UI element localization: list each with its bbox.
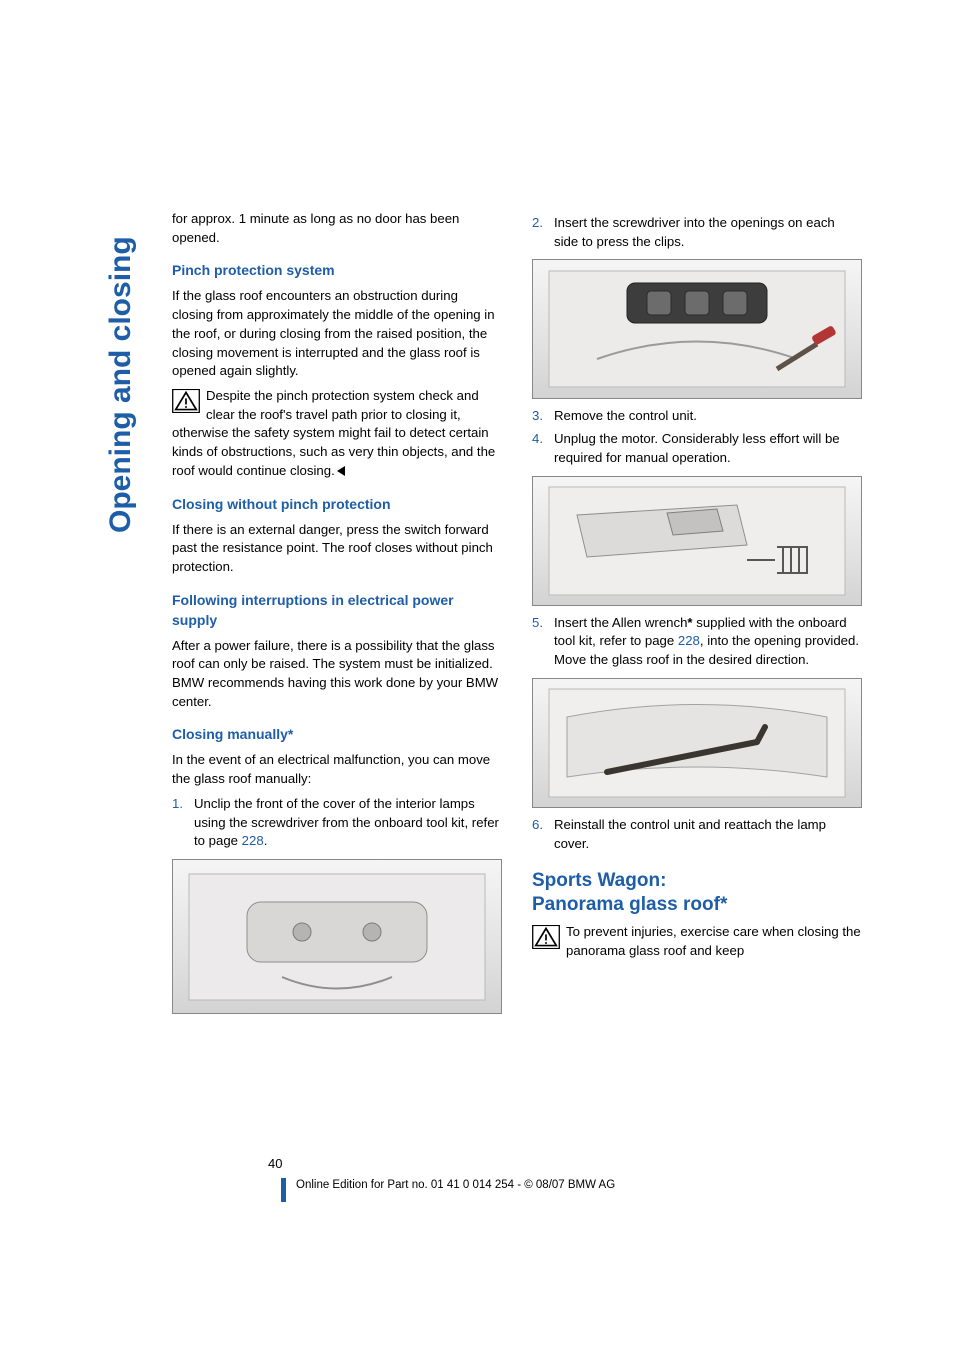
step-number: 3. [532, 407, 554, 426]
step-text: Insert the screwdriver into the openings… [554, 214, 862, 251]
figure-unplug-motor [532, 476, 862, 606]
heading-closing-manually: Closing manually* [172, 725, 502, 745]
figure-screwdriver-clips [532, 259, 862, 399]
para-closing-manually: In the event of an electrical malfunctio… [172, 751, 502, 788]
page-link[interactable]: 228 [242, 833, 264, 848]
page-link[interactable]: 228 [678, 633, 700, 648]
footer-text: Online Edition for Part no. 01 41 0 014 … [296, 1179, 615, 1191]
left-column: for approx. 1 minute as long as no door … [172, 210, 502, 1022]
step5-text-a: Insert the Allen wrench [554, 615, 687, 630]
page-number: 40 [268, 1156, 282, 1171]
screwdriver-illustration [547, 269, 847, 389]
step-number: 6. [532, 816, 554, 853]
page-body: for approx. 1 minute as long as no door … [100, 210, 854, 1022]
figure-lamp-cover [172, 859, 502, 1014]
heading-closing-without: Closing without pinch protection [172, 495, 502, 515]
step-text: Unclip the front of the cover of the int… [194, 795, 502, 851]
intro-para: for approx. 1 minute as long as no door … [172, 210, 502, 247]
step-text: Remove the control unit. [554, 407, 862, 426]
step-number: 4. [532, 430, 554, 467]
step1-text-a: Unclip the front of the cover of the int… [194, 796, 499, 848]
warning-sports-text: To prevent injuries, exercise care when … [566, 924, 861, 958]
para-closing-without: If there is an external danger, press th… [172, 521, 502, 577]
list-item: 3. Remove the control unit. [532, 407, 862, 426]
lamp-cover-illustration [187, 872, 487, 1002]
warning-pinch: Despite the pinch protection system chec… [172, 387, 502, 481]
para-pinch: If the glass roof encounters an obstruct… [172, 287, 502, 381]
allen-wrench-illustration [547, 687, 847, 799]
figure-allen-wrench [532, 678, 862, 808]
heading-following: Following interruptions in electrical po… [172, 591, 502, 631]
step-number: 1. [172, 795, 194, 851]
para-following: After a power failure, there is a possib… [172, 637, 502, 712]
heading-sports-wagon: Sports Wagon: Panorama glass roof* [532, 869, 862, 917]
step-text: Insert the Allen wrench* supplied with t… [554, 614, 862, 670]
step-number: 2. [532, 214, 554, 251]
list-item: 1. Unclip the front of the cover of the … [172, 795, 502, 851]
unplug-motor-illustration [547, 485, 847, 597]
warning-pinch-text: Despite the pinch protection system chec… [172, 388, 495, 478]
list-item: 5. Insert the Allen wrench* supplied wit… [532, 614, 862, 670]
warning-sports: To prevent injuries, exercise care when … [532, 923, 862, 960]
list-item: 4. Unplug the motor. Considerably less e… [532, 430, 862, 467]
step-text: Reinstall the control unit and reattach … [554, 816, 862, 853]
right-column: 2. Insert the screwdriver into the openi… [532, 210, 862, 1022]
footer-accent-bar [281, 1178, 286, 1202]
list-item: 6. Reinstall the control unit and reatta… [532, 816, 862, 853]
end-marker-icon [337, 466, 345, 476]
warning-icon [532, 925, 560, 949]
warning-icon [172, 389, 200, 413]
heading-pinch: Pinch protection system [172, 261, 502, 281]
step1-text-b: . [264, 833, 268, 848]
list-item: 2. Insert the screwdriver into the openi… [532, 214, 862, 251]
step-number: 5. [532, 614, 554, 670]
step-text: Unplug the motor. Considerably less effo… [554, 430, 862, 467]
